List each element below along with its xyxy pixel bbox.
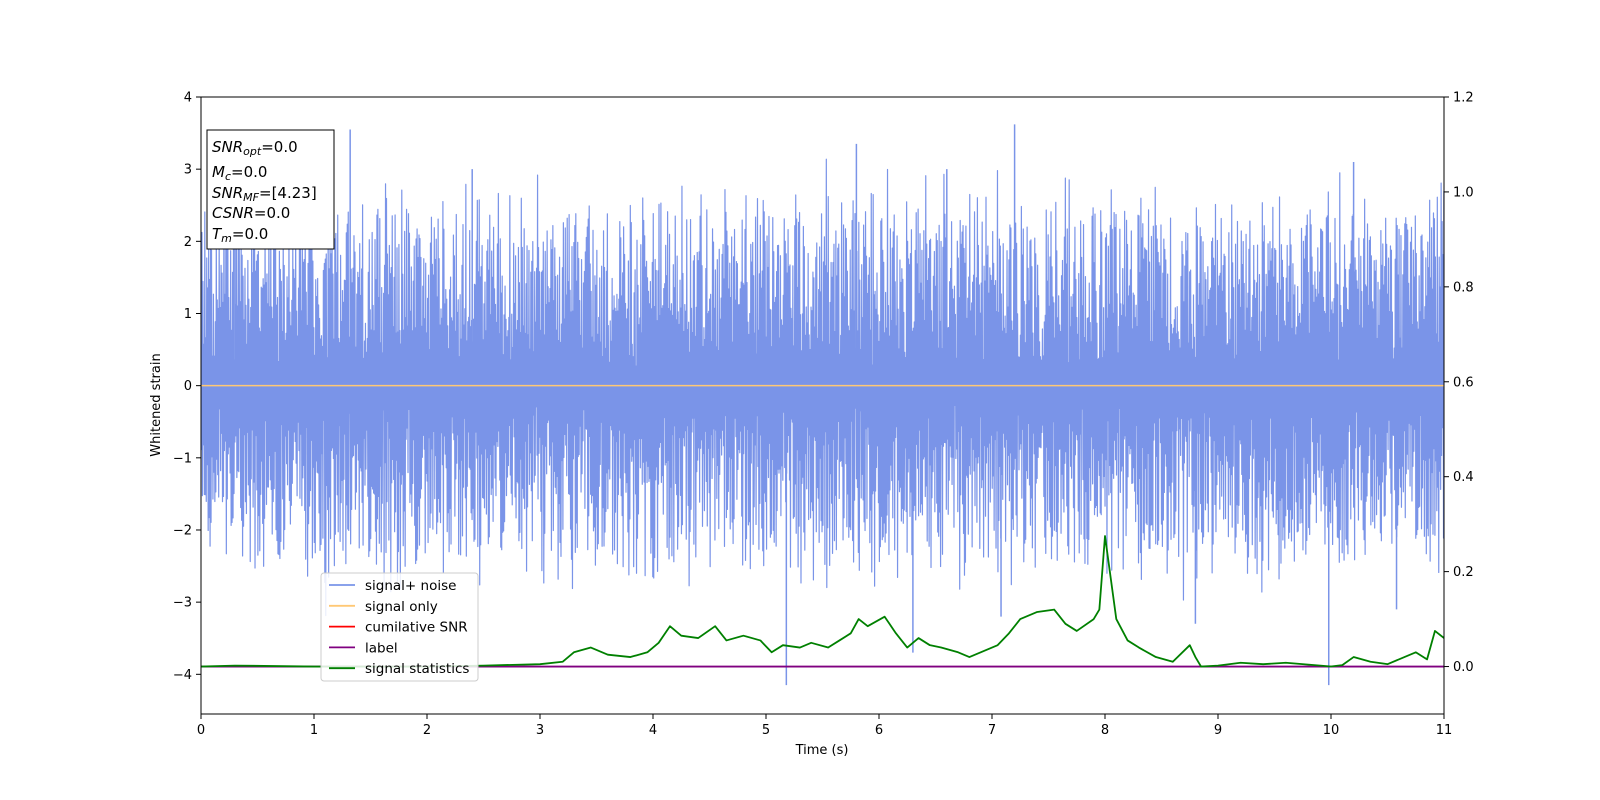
y-tick-label-right: 1.0 (1453, 185, 1474, 200)
x-tick-label: 4 (649, 723, 657, 738)
y-tick-label-left: 3 (184, 163, 192, 178)
info-line: SNRMF=[4.23] (212, 184, 317, 204)
legend-box (320, 572, 479, 682)
plot-frame (200, 96, 1445, 715)
info-box-frame (206, 129, 335, 250)
x-tick-label: 3 (536, 723, 544, 738)
y-tick-label-left: −4 (173, 668, 192, 683)
y-tick-label-left: −3 (173, 596, 192, 611)
x-tick-label: 5 (762, 723, 770, 738)
y-axis-label: Whitened strain (149, 353, 164, 456)
legend: signal+ noise signal only cumilative SNR la… (320, 572, 479, 682)
x-tick-label: 1 (310, 723, 318, 738)
x-tick-label: 8 (1101, 723, 1109, 738)
y-tick-label-right: 0.0 (1453, 660, 1474, 675)
y-tick-label-left: 1 (184, 307, 192, 322)
y-tick-label-left: 2 (184, 235, 192, 250)
info-line: CSNR=0.0 (212, 204, 290, 222)
x-tick-label: 10 (1323, 723, 1340, 738)
legend-label: signal only (365, 599, 438, 615)
info-line: Mc=0.0 (212, 163, 267, 183)
series-signal-statistics-line (201, 535, 1444, 668)
y-tick-label-right: 0.4 (1453, 470, 1474, 485)
y-tick-label-left: 4 (184, 91, 192, 106)
info-line: SNRopt=0.0 (212, 138, 298, 158)
y-tick-label-right: 0.2 (1453, 565, 1474, 580)
info-line: Tm=0.0 (212, 225, 268, 245)
y-tick-label-left: −1 (173, 451, 192, 466)
x-tick-label: 0 (197, 723, 205, 738)
y-tick-label-right: 0.8 (1453, 280, 1474, 295)
axes-layer: 0 1 2 3 4 5 6 7 8 9 10 1143210−1−2−3−41.21.00.80.60… (173, 91, 1474, 739)
x-axis-label: Time (s) (795, 743, 849, 758)
y-tick-label-left: 0 (184, 379, 192, 394)
y-tick-label-right: 0.6 (1453, 375, 1474, 390)
x-tick-label: 7 (988, 723, 996, 738)
x-tick-label: 9 (1214, 723, 1222, 738)
y-tick-label-left: −2 (173, 523, 192, 538)
legend-label: cumilative SNR (365, 620, 468, 636)
y-tick-label-right: 1.2 (1453, 91, 1474, 106)
legend-label: signal statistics (365, 661, 469, 677)
x-tick-label: 6 (875, 723, 883, 738)
legend-label: signal+ noise (365, 578, 456, 594)
x-tick-label: 11 (1436, 723, 1453, 738)
x-tick-label: 2 (423, 723, 431, 738)
legend-label: label (365, 640, 398, 656)
